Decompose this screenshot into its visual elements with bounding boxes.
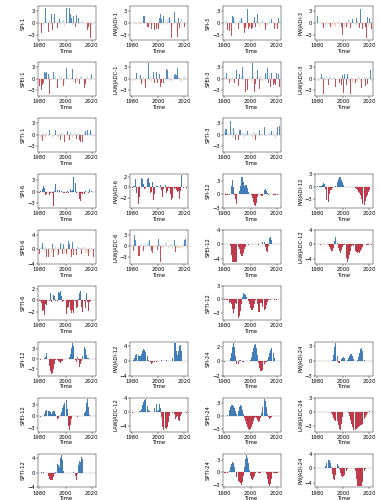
X-axis label: Time: Time xyxy=(245,104,258,110)
X-axis label: Time: Time xyxy=(245,384,258,390)
X-axis label: Time: Time xyxy=(153,440,166,446)
Y-axis label: SPEI-1: SPEI-1 xyxy=(21,70,26,87)
Y-axis label: SPI-6: SPI-6 xyxy=(21,184,26,198)
X-axis label: Time: Time xyxy=(338,104,351,110)
Y-axis label: LAWJADC-1: LAWJADC-1 xyxy=(113,64,118,94)
Y-axis label: PWJADI-1: PWJADI-1 xyxy=(113,11,118,35)
X-axis label: Time: Time xyxy=(153,384,166,390)
X-axis label: Time: Time xyxy=(245,49,258,54)
X-axis label: Time: Time xyxy=(338,384,351,390)
X-axis label: Time: Time xyxy=(338,440,351,446)
Y-axis label: SPTI-12: SPTI-12 xyxy=(206,293,211,312)
X-axis label: Time: Time xyxy=(245,216,258,222)
X-axis label: Time: Time xyxy=(338,49,351,54)
Y-axis label: PWJADI-6: PWJADI-6 xyxy=(113,178,118,203)
X-axis label: Time: Time xyxy=(60,49,74,54)
X-axis label: Time: Time xyxy=(245,440,258,446)
Y-axis label: PWJADI-24: PWJADI-24 xyxy=(298,457,303,484)
Y-axis label: PWJADI-3: PWJADI-3 xyxy=(298,11,303,35)
X-axis label: Time: Time xyxy=(60,272,74,278)
Y-axis label: PWJADI-12: PWJADI-12 xyxy=(113,345,118,372)
X-axis label: Time: Time xyxy=(153,104,166,110)
Y-axis label: SPTI-24: SPTI-24 xyxy=(206,460,211,480)
Y-axis label: SPEI-24: SPEI-24 xyxy=(206,404,211,424)
Y-axis label: SPEI-12: SPEI-12 xyxy=(21,404,26,424)
X-axis label: Time: Time xyxy=(153,272,166,278)
Y-axis label: LAWJADC-12: LAWJADC-12 xyxy=(298,230,303,263)
Y-axis label: SPEI-12: SPEI-12 xyxy=(206,237,211,256)
Y-axis label: SPI-24: SPI-24 xyxy=(206,350,211,367)
X-axis label: Time: Time xyxy=(60,440,74,446)
Y-axis label: SPTI-1: SPTI-1 xyxy=(21,126,26,143)
X-axis label: Time: Time xyxy=(60,384,74,390)
X-axis label: Time: Time xyxy=(60,496,74,500)
Y-axis label: SPEI-6: SPEI-6 xyxy=(20,238,25,255)
X-axis label: Time: Time xyxy=(245,328,258,334)
Y-axis label: SPI-12: SPI-12 xyxy=(21,350,26,367)
Y-axis label: LAWJADC-24: LAWJADC-24 xyxy=(298,398,303,431)
X-axis label: Time: Time xyxy=(245,272,258,278)
Y-axis label: LAWJADC-12: LAWJADC-12 xyxy=(113,398,118,431)
Y-axis label: SPI-12: SPI-12 xyxy=(206,182,211,199)
X-axis label: Time: Time xyxy=(338,216,351,222)
Y-axis label: SPEI-3: SPEI-3 xyxy=(206,70,211,87)
Y-axis label: LAWJADC-6: LAWJADC-6 xyxy=(113,232,118,262)
Y-axis label: PWJADI-24: PWJADI-24 xyxy=(298,345,303,372)
Y-axis label: PWJADI-12: PWJADI-12 xyxy=(298,177,303,204)
X-axis label: Time: Time xyxy=(245,496,258,500)
Y-axis label: SPI-1: SPI-1 xyxy=(21,16,26,30)
X-axis label: Time: Time xyxy=(153,216,166,222)
X-axis label: Time: Time xyxy=(338,272,351,278)
Y-axis label: SPI-3: SPI-3 xyxy=(206,16,211,30)
X-axis label: Time: Time xyxy=(245,160,258,166)
X-axis label: Time: Time xyxy=(60,328,74,334)
X-axis label: Time: Time xyxy=(60,160,74,166)
Y-axis label: SPTI-6: SPTI-6 xyxy=(20,294,25,311)
Y-axis label: LAWJADC-3: LAWJADC-3 xyxy=(298,64,303,94)
X-axis label: Time: Time xyxy=(338,496,351,500)
X-axis label: Time: Time xyxy=(60,104,74,110)
X-axis label: Time: Time xyxy=(60,216,74,222)
Y-axis label: SPTI-12: SPTI-12 xyxy=(20,460,25,480)
Y-axis label: SPTI-3: SPTI-3 xyxy=(206,126,211,143)
X-axis label: Time: Time xyxy=(153,49,166,54)
